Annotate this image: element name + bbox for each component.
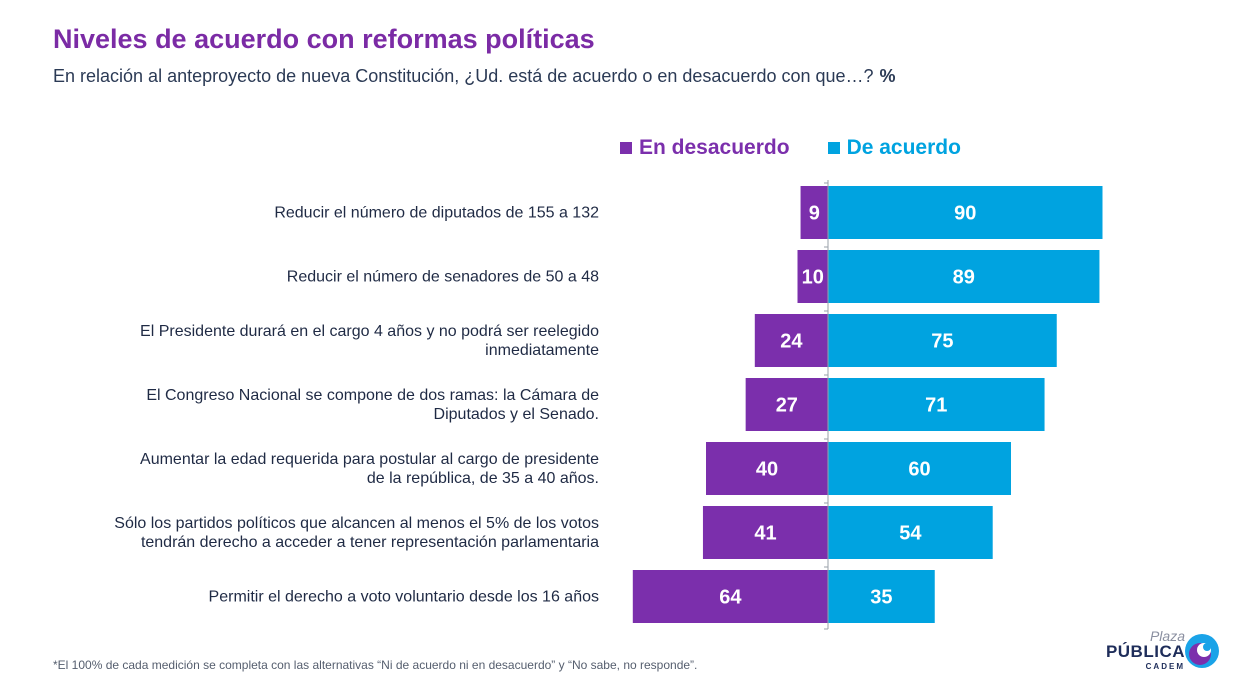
data-label-agree: 89: [953, 267, 975, 289]
bar-disagree: [754, 314, 828, 367]
legend-label-disagree: En desacuerdo: [639, 136, 790, 159]
category-label: El Congreso Nacional se compone de dos r…: [146, 387, 599, 423]
data-label-disagree: 41: [754, 523, 776, 545]
bar-disagree: [745, 378, 828, 431]
data-label-agree: 54: [899, 523, 922, 545]
logo-line-plaza: Plaza: [1149, 628, 1185, 644]
data-label-disagree: 40: [756, 459, 778, 481]
legend-swatch-disagree: [620, 142, 632, 154]
data-label-disagree: 24: [780, 331, 803, 353]
bar-agree: [828, 250, 1100, 303]
data-label-agree: 71: [925, 395, 947, 417]
category-label-line: El Congreso Nacional se compone de dos r…: [146, 387, 599, 404]
category-label-line: inmediatamente: [485, 342, 599, 359]
category-label: Sólo los partidos políticos que alcancen…: [114, 515, 599, 551]
category-label-line: Aumentar la edad requerida para postular…: [140, 451, 599, 468]
category-label: Reducir el número de senadores de 50 a 4…: [287, 269, 599, 286]
category-label: Aumentar la edad requerida para postular…: [140, 451, 599, 487]
plaza-publica-cadem-logo: Plaza PÚBLICA CADEM: [1098, 628, 1223, 678]
category-label-line: tendrán derecho a acceder a tener repres…: [141, 534, 599, 551]
category-label-line: El Presidente durará en el cargo 4 años …: [140, 323, 599, 340]
category-label-line: de la república, de 35 a 40 años.: [367, 470, 599, 487]
data-label-disagree: 10: [802, 267, 824, 289]
data-label-disagree: 9: [809, 203, 820, 225]
category-label-line: Reducir el número de diputados de 155 a …: [274, 205, 599, 222]
bar-disagree: [797, 250, 828, 303]
category-label-line: Diputados y el Senado.: [434, 406, 599, 423]
data-label-agree: 75: [931, 331, 953, 353]
bar-disagree: [702, 506, 828, 559]
bar-agree: [828, 442, 1011, 495]
legend-swatch-agree: [827, 142, 840, 154]
category-label: Reducir el número de diputados de 155 a …: [274, 205, 599, 222]
category-label-line: Permitir el derecho a voto voluntario de…: [209, 589, 599, 606]
footnote: *El 100% de cada medición se completa co…: [53, 658, 698, 672]
data-label-disagree: 64: [719, 587, 742, 609]
legend-item-disagree: En desacuerdo: [620, 136, 790, 160]
chart-legend: En desacuerdo De acuerdo: [620, 136, 999, 160]
logo-line-publica: PÚBLICA: [1105, 642, 1185, 661]
data-label-disagree: 27: [776, 395, 798, 417]
legend-label-agree: De acuerdo: [846, 136, 961, 159]
subtitle-text: En relación al anteproyecto de nueva Con…: [53, 66, 874, 86]
legend-item-agree: De acuerdo: [827, 136, 961, 160]
page-subtitle: En relación al anteproyecto de nueva Con…: [53, 66, 896, 87]
logo-swirl-icon: [1185, 634, 1219, 668]
data-label-agree: 60: [908, 459, 930, 481]
category-label: Permitir el derecho a voto voluntario de…: [209, 589, 599, 606]
page-title: Niveles de acuerdo con reformas política…: [53, 24, 595, 54]
bar-agree: [828, 570, 935, 623]
bar-agree: [828, 378, 1045, 431]
bar-agree: [828, 314, 1057, 367]
logo-line-cadem: CADEM: [1145, 662, 1185, 671]
data-label-agree: 35: [870, 587, 892, 609]
bar-agree: [828, 506, 993, 559]
bar-disagree: [632, 570, 828, 623]
category-label-line: Sólo los partidos políticos que alcancen…: [114, 515, 599, 532]
data-label-agree: 90: [954, 203, 976, 225]
bar-agree: [828, 186, 1103, 239]
category-label-line: Reducir el número de senadores de 50 a 4…: [287, 269, 599, 286]
bar-disagree: [706, 442, 828, 495]
bar-disagree: [800, 186, 828, 239]
unit-label: %: [879, 66, 896, 86]
category-label: El Presidente durará en el cargo 4 años …: [140, 323, 599, 359]
